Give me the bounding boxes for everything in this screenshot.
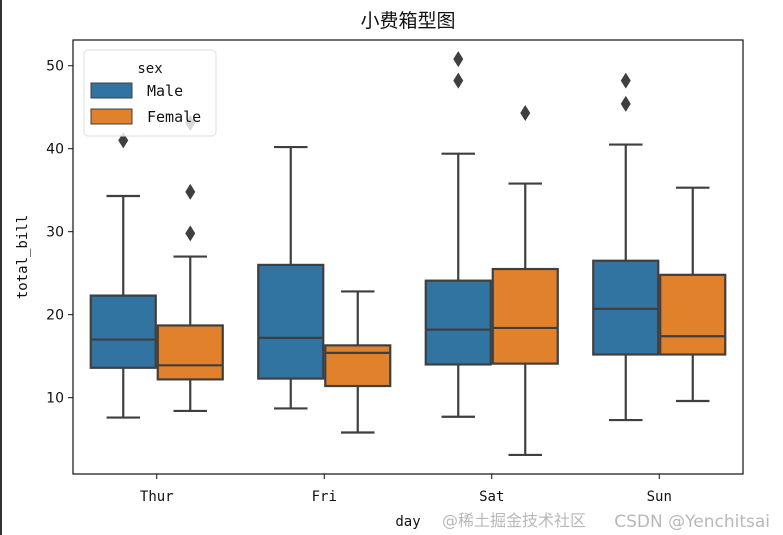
y-tick-label: 10 — [46, 391, 64, 407]
legend-swatch-female — [90, 108, 133, 125]
x-axis-label: day — [395, 514, 420, 530]
outlier-point — [620, 72, 631, 89]
watermark-line1: @稀土掘金技术社区 — [442, 511, 586, 530]
outlier-point — [453, 51, 464, 68]
legend-swatch-male — [90, 82, 133, 99]
chart-title: 小费箱型图 — [360, 10, 455, 32]
box-male-sun — [592, 72, 660, 422]
y-tick-label: 40 — [46, 142, 64, 158]
box-body — [424, 279, 492, 366]
box-body — [156, 324, 224, 381]
legend: sex Male Female — [83, 49, 217, 137]
x-tick-label: Sun — [647, 489, 672, 505]
x-tick-label: Fri — [312, 489, 337, 505]
box-female-sun — [659, 186, 727, 403]
box-female-sat — [491, 105, 559, 457]
axes-frame — [72, 39, 744, 475]
box-body — [89, 294, 157, 369]
legend-label-male: Male — [147, 82, 183, 100]
outlier-point — [185, 183, 196, 200]
y-tick-label: 50 — [46, 59, 64, 75]
box-body — [659, 273, 727, 356]
watermark-line2: CSDN @Yenchitsai — [614, 512, 770, 532]
box-male-fri — [257, 145, 325, 410]
box-body — [491, 267, 559, 365]
box-body — [324, 344, 392, 388]
box-female-fri — [324, 290, 392, 434]
outlier-point — [520, 105, 531, 122]
x-tick-label: Thur — [140, 489, 174, 505]
box-male-thur — [89, 132, 157, 419]
y-tick-label: 30 — [46, 225, 64, 241]
legend-label-female: Female — [147, 108, 201, 126]
legend-title: sex — [137, 61, 162, 77]
outlier-point — [620, 95, 631, 112]
left-border — [0, 0, 2, 535]
box-male-sat — [424, 51, 492, 418]
x-tick-label: Sat — [479, 489, 504, 505]
box-body — [257, 263, 325, 380]
outlier-point — [185, 225, 196, 242]
box-female-thur — [156, 114, 224, 413]
outlier-point — [453, 72, 464, 89]
y-axis-label: total_bill — [15, 215, 31, 299]
box-body — [592, 259, 660, 356]
y-tick-label: 20 — [46, 308, 64, 324]
